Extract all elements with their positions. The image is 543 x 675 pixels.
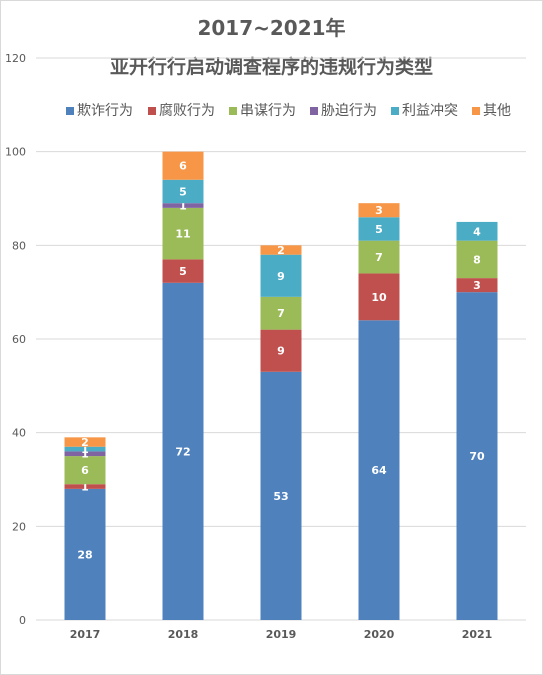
bar-segment [64, 437, 106, 447]
bar-segment [64, 446, 106, 452]
data-label: 7 [277, 307, 285, 320]
x-tick-label: 2021 [462, 628, 493, 641]
x-tick-label: 2017 [70, 628, 101, 641]
bar-segment [260, 245, 302, 255]
bar-segment [456, 240, 498, 279]
legend-swatch [66, 107, 74, 115]
data-label: 7 [375, 251, 383, 264]
chart-title: 2017~2021年 [197, 16, 346, 40]
legend-swatch [229, 107, 237, 115]
data-label: 5 [375, 223, 383, 236]
legend-label: 利益冲突 [402, 103, 458, 119]
bar-segment [64, 456, 106, 485]
bar-segment [64, 451, 106, 457]
data-label: 2 [81, 436, 89, 449]
y-tick-label: 60 [12, 333, 26, 346]
bar-segment [260, 296, 302, 330]
bar-segment [162, 259, 204, 283]
chart-subtitle: 亚开行行启动调查程序的违规行为类型 [109, 56, 433, 78]
legend-swatch [391, 107, 399, 115]
data-label: 70 [469, 450, 485, 463]
data-label: 2 [277, 244, 285, 257]
data-label: 1 [81, 448, 89, 461]
x-tick-label: 2020 [364, 628, 395, 641]
legend-swatch [310, 107, 318, 115]
bar-segment [162, 179, 204, 204]
bar-segment [358, 320, 400, 620]
data-label: 3 [473, 279, 481, 292]
legend-label: 其他 [483, 103, 511, 119]
bar-segment [456, 278, 498, 293]
data-label: 11 [175, 228, 190, 241]
data-label: 1 [179, 200, 187, 213]
data-label: 3 [375, 204, 383, 217]
bar-segment [358, 273, 400, 321]
legend-label: 欺诈行为 [77, 103, 133, 119]
bar-segment [456, 221, 498, 241]
x-tick-label: 2019 [266, 628, 297, 641]
legend-label: 腐败行为 [159, 102, 215, 119]
bar-segment [64, 484, 106, 489]
y-tick-label: 0 [19, 614, 26, 627]
y-tick-label: 100 [5, 146, 26, 159]
data-label: 10 [371, 291, 387, 304]
data-label: 1 [81, 481, 89, 494]
data-label: 1 [81, 443, 89, 456]
data-label: 72 [175, 445, 190, 458]
y-tick-label: 120 [5, 52, 26, 65]
bar-segment [358, 240, 400, 274]
data-label: 5 [179, 265, 187, 278]
bar-segment [64, 488, 106, 620]
bar-segment [358, 203, 400, 218]
legend-swatch [472, 107, 480, 115]
data-label: 6 [81, 464, 89, 477]
data-label: 8 [473, 253, 481, 266]
data-label: 9 [277, 270, 285, 283]
bar-segment [260, 329, 302, 372]
data-label: 64 [371, 464, 387, 477]
y-tick-label: 80 [12, 239, 26, 252]
data-label: 6 [179, 160, 187, 173]
bar-segment [358, 217, 400, 241]
data-label: 9 [277, 345, 285, 358]
bar-segment [162, 151, 204, 180]
bar-segment [260, 371, 302, 620]
bar-segment [162, 282, 204, 620]
data-label: 5 [179, 185, 187, 198]
bar-segment [162, 203, 204, 208]
data-label: 4 [473, 225, 481, 238]
bar-segment [260, 254, 302, 297]
bar-segment [162, 207, 204, 260]
data-label: 53 [273, 490, 288, 503]
bar-segment [456, 292, 498, 620]
legend-label: 串谋行为 [240, 103, 296, 119]
x-tick-label: 2018 [168, 628, 199, 641]
y-tick-label: 20 [12, 520, 26, 533]
y-tick-label: 40 [12, 427, 26, 440]
legend-label: 胁迫行为 [321, 103, 377, 119]
legend-swatch [148, 107, 156, 115]
data-label: 28 [77, 548, 92, 561]
